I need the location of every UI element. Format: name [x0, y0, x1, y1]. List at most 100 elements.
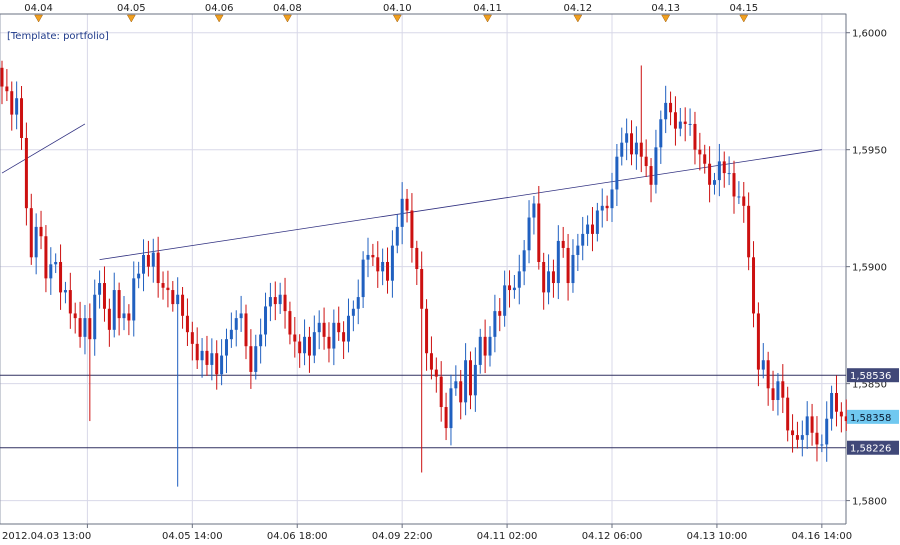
candles [0, 60, 848, 487]
candle-body [771, 388, 775, 401]
candle-body [659, 119, 663, 148]
candle-body [781, 381, 785, 398]
candle-body [68, 290, 72, 314]
candle-body [49, 264, 53, 279]
candle-body [303, 336, 307, 354]
candle-body [669, 102, 673, 113]
event-label: 04.04 [24, 3, 53, 14]
level-label: 1,58226 [850, 444, 891, 455]
candle-body [834, 392, 838, 412]
candle-body [776, 381, 780, 401]
x-tick-label: 2012.04.03 13:00 [2, 531, 91, 542]
candle-body [185, 315, 189, 333]
candle-body [146, 254, 150, 267]
event-marker-icon[interactable] [214, 14, 224, 23]
candle-body [747, 205, 751, 258]
candle-body [473, 364, 477, 396]
candle-body [561, 240, 565, 248]
event-label: 04.11 [473, 3, 502, 14]
candle-body [312, 332, 316, 356]
event-marker-icon[interactable] [661, 14, 671, 23]
candle-body [39, 226, 43, 237]
event-markers[interactable]: 04.04 04.05 04.06 04.08 04.10 04.11 04.12 04.13… [24, 3, 758, 23]
event-marker-icon[interactable] [573, 14, 583, 23]
trendline[interactable] [1, 123, 86, 174]
y-tick-label: 1,5850 [852, 380, 887, 391]
candle-body [420, 269, 424, 309]
candle-body [351, 308, 355, 316]
event-marker-icon[interactable] [34, 14, 44, 23]
candle-body [805, 416, 809, 436]
event-label: 04.10 [383, 3, 412, 14]
event-marker-icon[interactable] [126, 14, 136, 23]
candle-body [434, 369, 438, 377]
candle-body [386, 261, 390, 281]
candle-body [307, 336, 311, 356]
candle-body [429, 353, 433, 370]
candle-body [532, 203, 536, 218]
candle-body [625, 133, 629, 143]
x-tick-label: 04.06 18:00 [267, 531, 328, 542]
candle-body [107, 308, 111, 330]
candle-body [522, 250, 526, 272]
candle-body [844, 416, 848, 422]
horizontal-levels[interactable] [0, 374, 846, 449]
candle-body [454, 381, 458, 389]
candle-body [405, 198, 409, 211]
candle-body [512, 287, 516, 291]
trendlines[interactable] [1, 123, 822, 261]
candle-body [205, 350, 209, 365]
candle-body [132, 278, 136, 321]
trendline[interactable] [99, 149, 822, 261]
candle-body [761, 360, 765, 370]
candle-body [293, 334, 297, 342]
candle-body [356, 297, 360, 309]
candle-body [630, 133, 634, 155]
candle-body [288, 311, 292, 335]
candle-body [483, 336, 487, 356]
candle-body [766, 360, 770, 389]
candle-body [93, 294, 97, 340]
candle-body [181, 294, 185, 316]
candle-body [395, 226, 399, 246]
candle-body [59, 261, 63, 293]
candle-body [737, 196, 741, 198]
candle-body [639, 142, 643, 157]
candle-body [444, 407, 448, 429]
event-marker-icon[interactable] [739, 14, 749, 23]
candle-body [156, 252, 160, 284]
event-label: 04.15 [729, 3, 758, 14]
candle-body [493, 311, 497, 337]
candle-body [571, 254, 575, 284]
candle-body [468, 360, 472, 396]
candle-body [171, 290, 175, 305]
template-label: [Template: portfolio] [7, 31, 109, 42]
candle-body [615, 156, 619, 190]
candle-body [727, 173, 731, 175]
price-axis: 1,6000 1,5950 1,5900 1,5850 1,5800 1,58536 1,5… [846, 29, 899, 508]
candle-body [244, 313, 248, 347]
candle-body [488, 336, 492, 356]
x-tick-label: 04.12 06:00 [582, 531, 643, 542]
candle-body [756, 313, 760, 370]
event-label: 04.12 [564, 3, 593, 14]
candle-body [634, 142, 638, 155]
candle-body [195, 343, 199, 361]
candle-body [376, 257, 380, 272]
event-label: 04.05 [117, 3, 146, 14]
x-tick-label: 04.11 02:00 [477, 531, 538, 542]
price-axis-panel [846, 14, 900, 545]
event-marker-icon[interactable] [392, 14, 402, 23]
candle-body [839, 411, 843, 417]
event-marker-icon[interactable] [483, 14, 492, 23]
candle-body [44, 236, 48, 279]
candle-body [190, 332, 194, 344]
event-marker-icon[interactable] [283, 14, 292, 23]
y-tick-label: 1,5900 [852, 263, 887, 274]
candle-body [688, 123, 692, 125]
candle-body [234, 318, 238, 330]
candle-body [20, 98, 24, 138]
candle-body [752, 257, 756, 314]
candle-body [366, 254, 370, 260]
